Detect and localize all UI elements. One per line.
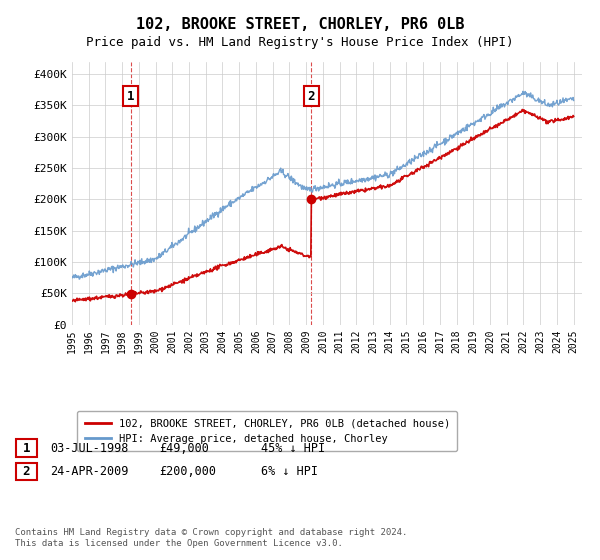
Text: £49,000: £49,000 xyxy=(159,441,209,455)
Text: Price paid vs. HM Land Registry's House Price Index (HPI): Price paid vs. HM Land Registry's House … xyxy=(86,36,514,49)
Text: 24-APR-2009: 24-APR-2009 xyxy=(50,465,128,478)
Text: 03-JUL-1998: 03-JUL-1998 xyxy=(50,441,128,455)
Text: 2: 2 xyxy=(307,90,315,102)
Text: 6% ↓ HPI: 6% ↓ HPI xyxy=(261,465,318,478)
Legend: 102, BROOKE STREET, CHORLEY, PR6 0LB (detached house), HPI: Average price, detac: 102, BROOKE STREET, CHORLEY, PR6 0LB (de… xyxy=(77,412,457,451)
Text: 45% ↓ HPI: 45% ↓ HPI xyxy=(261,441,325,455)
Text: 2: 2 xyxy=(23,465,30,478)
Text: 102, BROOKE STREET, CHORLEY, PR6 0LB: 102, BROOKE STREET, CHORLEY, PR6 0LB xyxy=(136,17,464,32)
Text: 1: 1 xyxy=(23,441,30,455)
Text: £200,000: £200,000 xyxy=(159,465,216,478)
Text: 1: 1 xyxy=(127,90,134,102)
Text: Contains HM Land Registry data © Crown copyright and database right 2024.
This d: Contains HM Land Registry data © Crown c… xyxy=(15,528,407,548)
